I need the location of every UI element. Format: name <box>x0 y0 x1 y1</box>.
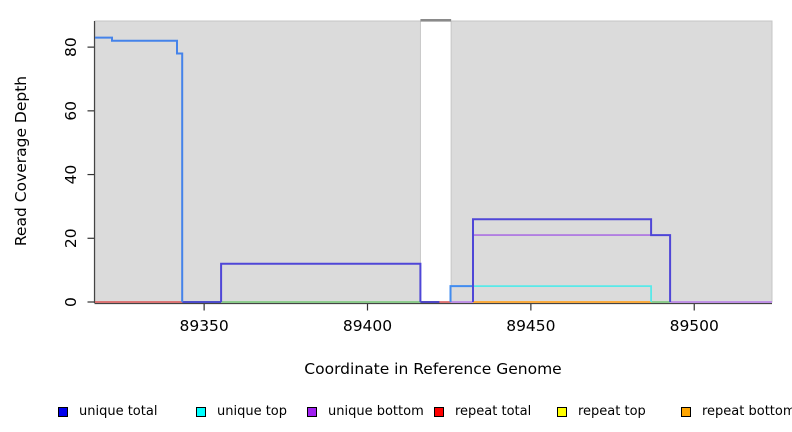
coverage-line-unique-total-step-high <box>95 36 184 302</box>
y-tick-label: 0 <box>62 297 80 307</box>
coverage-line-unique-total-step-5 <box>449 285 473 302</box>
y-tick-label: 60 <box>62 101 80 121</box>
y-tick-label: 80 <box>62 37 80 57</box>
y-tick-label: 20 <box>62 228 80 248</box>
legend-label: unique top <box>217 404 288 419</box>
legend-swatch-icon <box>681 407 691 417</box>
legend-label: repeat bottom <box>702 404 792 419</box>
y-tick-label: 40 <box>62 165 80 185</box>
legend-item-unique-top: unique top <box>196 404 287 420</box>
x-tick-label: 89400 <box>343 317 392 335</box>
legend-swatch-icon <box>196 407 206 417</box>
x-axis-title: Coordinate in Reference Genome <box>304 360 562 378</box>
y-axis-title: Read Coverage Depth <box>12 75 30 247</box>
legend-label: unique bottom <box>328 404 424 419</box>
x-tick-label: 89450 <box>506 317 555 335</box>
legend-swatch-icon <box>307 407 317 417</box>
legend-item-repeat-total: repeat total <box>434 404 531 420</box>
coverage-line-unique-step-12 <box>220 262 422 302</box>
legend-label: repeat total <box>455 404 532 419</box>
legend-swatch-icon <box>557 407 567 417</box>
legend-item-unique-bottom: unique bottom <box>307 404 424 420</box>
legend-swatch-icon <box>434 407 444 417</box>
x-tick-label: 89500 <box>670 317 719 335</box>
legend: unique total unique top unique bottom repea… <box>0 404 792 424</box>
legend-item-unique-total: unique total <box>58 404 157 420</box>
legend-item-repeat-top: repeat top <box>557 404 646 420</box>
legend-label: repeat top <box>578 404 646 419</box>
legend-item-repeat-bottom: repeat bottom <box>681 404 792 420</box>
gap-band-cap <box>420 19 452 22</box>
x-tick-label: 89350 <box>179 317 228 335</box>
legend-swatch-icon <box>58 407 68 417</box>
coverage-line-unique-top-step-5 <box>473 285 652 302</box>
plot-background-region <box>94 20 421 303</box>
legend-label: unique total <box>79 404 158 419</box>
coverage-line-unique-step-26 <box>472 218 672 302</box>
plot-background-region <box>450 20 773 303</box>
